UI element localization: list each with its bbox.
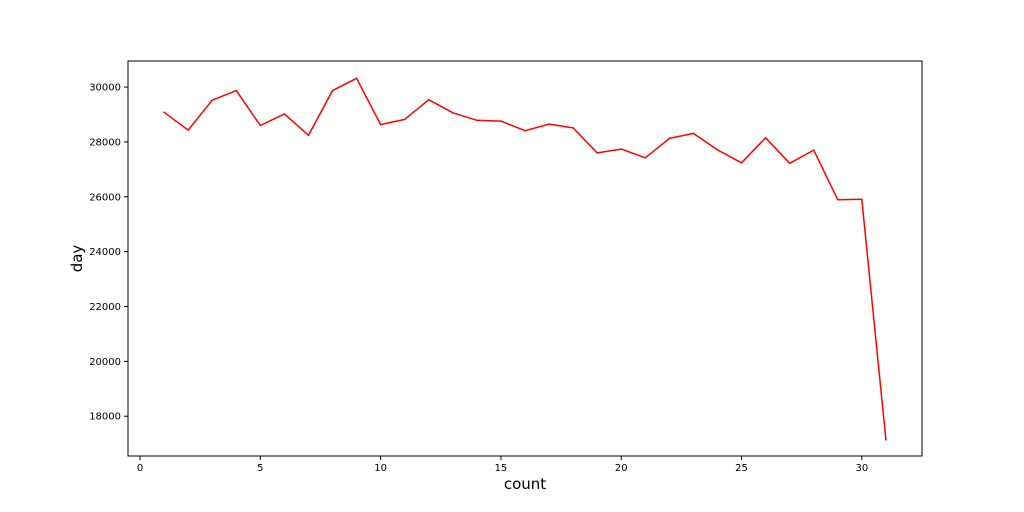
data-point — [452, 112, 454, 114]
x-tick-label: 25 — [735, 463, 748, 474]
x-axis-title: count — [504, 475, 546, 493]
y-tick-label: 22000 — [89, 302, 121, 313]
y-tick-label: 30000 — [89, 83, 121, 94]
data-point — [211, 99, 213, 101]
x-tick-label: 30 — [855, 463, 868, 474]
y-tick-label: 24000 — [89, 247, 121, 258]
data-point — [187, 129, 189, 131]
data-point — [740, 162, 743, 164]
y-axis-title: day — [68, 245, 86, 273]
data-point — [259, 124, 262, 127]
data-point — [476, 119, 478, 122]
data-point — [692, 132, 695, 135]
x-tick-label: 0 — [137, 463, 143, 474]
data-point — [812, 149, 815, 151]
series-layer — [163, 77, 887, 441]
x-tick-label: 15 — [495, 463, 508, 474]
data-point — [235, 89, 238, 92]
plot-area-frame — [127, 60, 923, 457]
data-point — [307, 134, 310, 137]
y-axis-ticks: 18000 20000 22000 24000 26000 28000 30000 — [89, 83, 128, 423]
data-point — [403, 118, 406, 121]
data-point — [379, 123, 382, 126]
data-point — [355, 77, 358, 80]
data-point — [837, 199, 839, 201]
data-point — [428, 98, 430, 101]
data-point — [500, 120, 502, 122]
data-point — [524, 129, 526, 132]
data-point — [163, 111, 165, 114]
x-tick-label: 10 — [374, 463, 387, 474]
x-axis-ticks: 0 5 10 15 20 25 30 — [137, 456, 868, 474]
x-tick-label: 5 — [257, 463, 263, 474]
data-point — [716, 149, 719, 151]
data-point — [596, 152, 598, 154]
data-point — [885, 439, 887, 441]
data-point — [283, 113, 286, 115]
data-point — [331, 89, 334, 92]
y-tick-label: 28000 — [89, 137, 121, 148]
data-point — [668, 137, 671, 140]
y-tick-label: 18000 — [89, 412, 121, 423]
data-point — [788, 162, 791, 165]
data-point — [620, 148, 622, 150]
data-point — [861, 198, 863, 201]
data-point — [764, 137, 767, 139]
y-tick-label: 26000 — [89, 192, 121, 203]
x-tick-label: 20 — [615, 463, 628, 474]
data-point — [548, 123, 550, 125]
data-point — [572, 127, 574, 129]
y-tick-label: 20000 — [89, 357, 121, 368]
data-point — [644, 157, 647, 159]
